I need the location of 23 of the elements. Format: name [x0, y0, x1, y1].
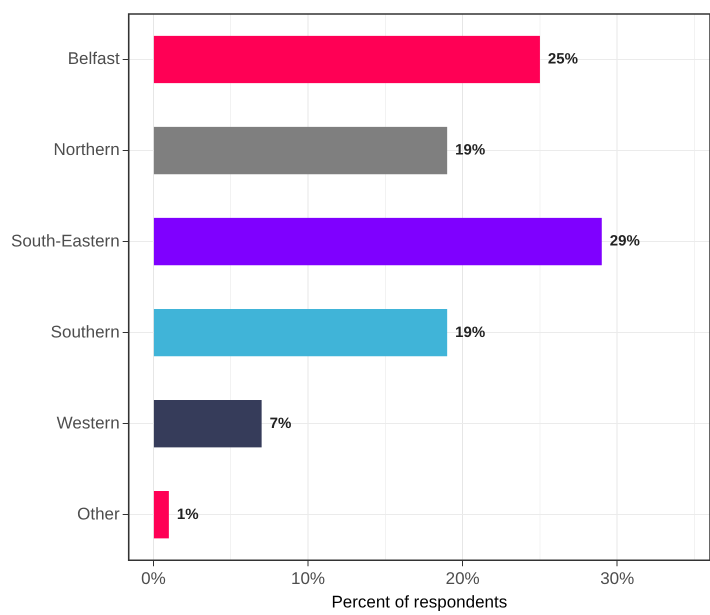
- x-tick-label: 30%: [600, 569, 634, 588]
- y-tick-label: Belfast: [68, 49, 120, 68]
- y-tick-label: Southern: [50, 322, 120, 342]
- x-tick-label: 0%: [141, 569, 166, 588]
- y-tick-label: South-Eastern: [10, 231, 120, 250]
- bar: [154, 491, 169, 538]
- x-tick-label: 20%: [446, 569, 480, 588]
- data-label: 19%: [455, 324, 486, 341]
- data-label: 7%: [270, 414, 292, 432]
- x-axis-title: Percent of respondents: [331, 592, 508, 612]
- data-label: 29%: [610, 232, 640, 250]
- bar: [154, 218, 602, 266]
- y-tick-label: Other: [77, 504, 120, 524]
- data-label: 1%: [176, 506, 199, 523]
- bar: [154, 36, 540, 84]
- bar: [154, 308, 448, 356]
- y-tick-label: Northern: [54, 140, 120, 160]
- bar: [154, 400, 262, 448]
- data-label: 19%: [455, 142, 486, 159]
- bar: [154, 126, 448, 174]
- y-tick-label: Western: [56, 413, 120, 432]
- x-tick-label: 10%: [291, 569, 326, 588]
- data-label: 25%: [548, 50, 578, 68]
